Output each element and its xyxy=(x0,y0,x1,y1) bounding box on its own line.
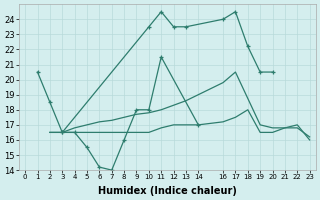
X-axis label: Humidex (Indice chaleur): Humidex (Indice chaleur) xyxy=(98,186,237,196)
